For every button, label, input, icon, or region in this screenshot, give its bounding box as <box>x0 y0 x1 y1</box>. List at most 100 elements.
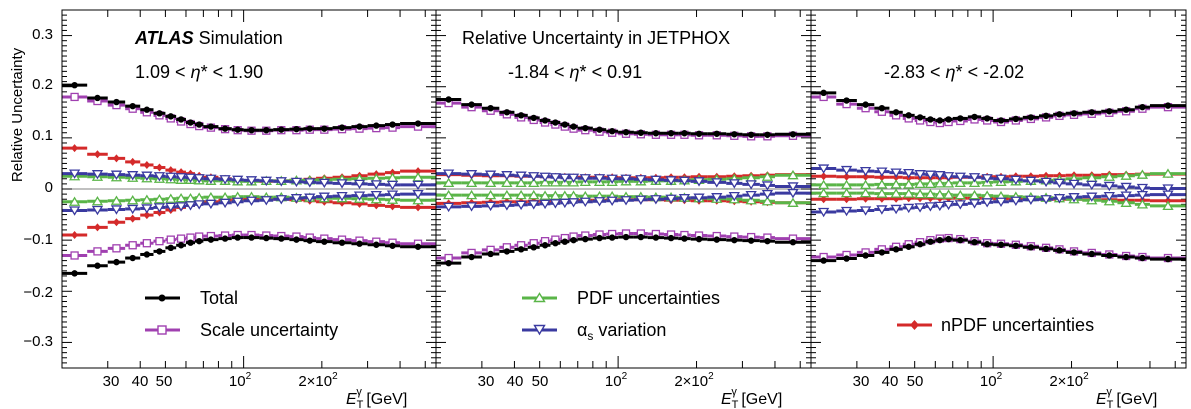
eta-symbol: η <box>570 62 580 82</box>
total_dn-marker <box>820 257 827 264</box>
total_up-marker <box>667 130 675 137</box>
total_dn-marker <box>517 246 525 253</box>
total_up-marker <box>414 120 422 127</box>
alphas_dn-marker <box>914 203 926 213</box>
alphas_up-marker <box>1086 180 1098 191</box>
alphas_up-marker <box>501 171 513 181</box>
total_up-marker <box>878 104 886 112</box>
alphas_up-marker <box>981 174 993 184</box>
legend-total-label: Total <box>200 288 238 308</box>
total_dn-marker <box>862 252 869 259</box>
x-tick-label: 30 <box>853 373 870 390</box>
alphas_dn-marker <box>465 202 478 212</box>
alphas_up-marker <box>539 172 551 182</box>
pdf_up-marker <box>515 177 527 188</box>
panel-1-x-axis-label: ETγ [GeV] <box>346 386 407 409</box>
alphas_dn-marker <box>579 197 591 208</box>
npdf_up-marker <box>155 163 163 172</box>
x-tick-label: 30 <box>478 373 495 390</box>
pdf_up-marker <box>1136 169 1149 179</box>
pdf_dn-marker <box>817 187 830 198</box>
total_dn-marker <box>321 238 328 245</box>
alphas_dn-marker <box>817 207 830 218</box>
npdf_up-marker <box>843 172 851 181</box>
total_dn-marker <box>356 240 363 247</box>
npdf_dn-marker <box>129 214 137 223</box>
alphas_dn-marker <box>693 193 705 203</box>
total_dn-marker <box>143 251 151 258</box>
total_up-marker <box>1088 109 1095 116</box>
pdf_up-marker <box>934 178 946 188</box>
total_up-marker <box>234 126 241 133</box>
x-tick-label: 102 <box>980 371 1003 390</box>
total_dn-marker <box>445 259 452 267</box>
alphas_dn-marker <box>728 192 740 202</box>
total_up-marker <box>1012 115 1020 123</box>
total_dn-marker <box>892 246 900 253</box>
total_dn-marker <box>905 243 912 250</box>
total_dn-marker <box>94 262 101 269</box>
total_up-marker <box>129 102 136 110</box>
alphas_up-marker <box>761 181 774 191</box>
alphas_up-marker <box>110 170 123 180</box>
eta-lo: -1.84 <box>508 62 549 82</box>
total_up-marker <box>94 94 101 102</box>
alphas_dn-marker <box>787 188 799 199</box>
alphas_dn-marker <box>336 192 348 202</box>
alphas_dn-marker <box>205 199 217 210</box>
alphas_dn-marker <box>606 196 618 207</box>
legend-npdf-marker <box>910 320 919 330</box>
alphas_up-marker <box>1103 181 1115 192</box>
legend-npdf: nPDF uncertainties <box>897 315 1094 335</box>
y-tick-label: 0.1 <box>32 127 53 144</box>
alphas_dn-marker <box>91 205 104 216</box>
total_dn-marker <box>1088 250 1095 258</box>
legend-alphas-marker <box>533 324 546 336</box>
alphas_dn-marker <box>678 194 691 204</box>
alphas_up-marker <box>606 174 618 185</box>
panel-2-x-tick-labels: 30 40 50 102 2×102 <box>478 371 714 390</box>
pdf_up-marker <box>1120 170 1132 180</box>
pdf_dn-marker <box>501 189 513 200</box>
alphas_dn-marker <box>245 196 258 207</box>
total_dn-marker <box>936 236 944 244</box>
y-tick-label: −0.3 <box>23 333 53 350</box>
total_up-marker <box>1139 103 1146 111</box>
alphas_up-marker <box>442 169 455 179</box>
alphas_up-marker <box>353 179 366 190</box>
total_dn-marker <box>263 234 270 242</box>
alphas_up-marker <box>665 176 677 186</box>
eta-hi: 1.90 <box>228 62 263 82</box>
alphas_up-marker <box>1136 183 1149 194</box>
alphas_up-marker <box>336 179 348 189</box>
alphas_up-marker <box>924 170 937 180</box>
pdf_up-marker <box>942 178 955 188</box>
pdf_up-marker <box>924 178 937 189</box>
pdf_up-marker <box>954 177 966 188</box>
alphas_dn-marker <box>876 205 888 215</box>
total_up-marker <box>983 115 991 122</box>
total_dn-marker <box>983 241 991 248</box>
total_up-marker <box>945 116 952 123</box>
alphas_dn-marker <box>412 189 424 200</box>
alphas_up-marker <box>304 178 316 188</box>
alphas_up-marker <box>745 180 757 190</box>
total_dn-marker <box>414 243 422 250</box>
legend-alphas-label: αs variation <box>577 320 666 343</box>
pdf_dn-marker <box>914 188 926 199</box>
eta-hi: -2.02 <box>983 62 1024 82</box>
alphas_dn-marker <box>318 192 330 202</box>
total_dn-marker <box>1122 253 1130 261</box>
total_dn-marker <box>552 240 559 247</box>
total_dn-marker <box>561 238 569 245</box>
pdf_dn-marker <box>91 196 104 206</box>
alphas_up-marker <box>318 178 330 189</box>
alphas_dn-marker <box>981 198 993 208</box>
total_up-marker <box>248 126 255 134</box>
total_dn-marker <box>1042 245 1050 253</box>
total_dn-marker <box>156 248 163 255</box>
alphas_up-marker <box>219 175 231 185</box>
pdf_dn-marker <box>761 196 774 206</box>
pdf_dn-marker <box>549 190 562 200</box>
